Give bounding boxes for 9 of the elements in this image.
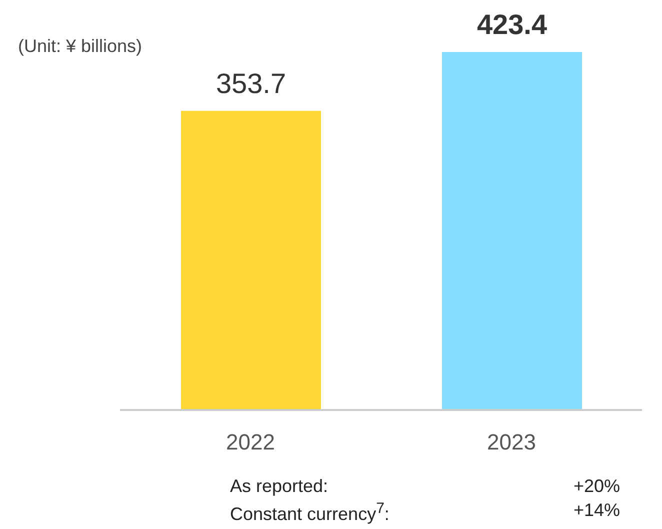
x-tick-label: 2023 (487, 430, 536, 455)
text: +20% (573, 476, 620, 497)
x-tick-label: 2022 (226, 430, 275, 455)
text: As reported: (230, 476, 328, 497)
text: Constant currency$^{7}$: (230, 500, 390, 525)
text: +14% (573, 500, 620, 522)
annotation: (Unit: ¥ billions) (18, 36, 142, 57)
data-label: 353.7 (216, 68, 286, 99)
data-label: 423.4 (476, 9, 548, 40)
